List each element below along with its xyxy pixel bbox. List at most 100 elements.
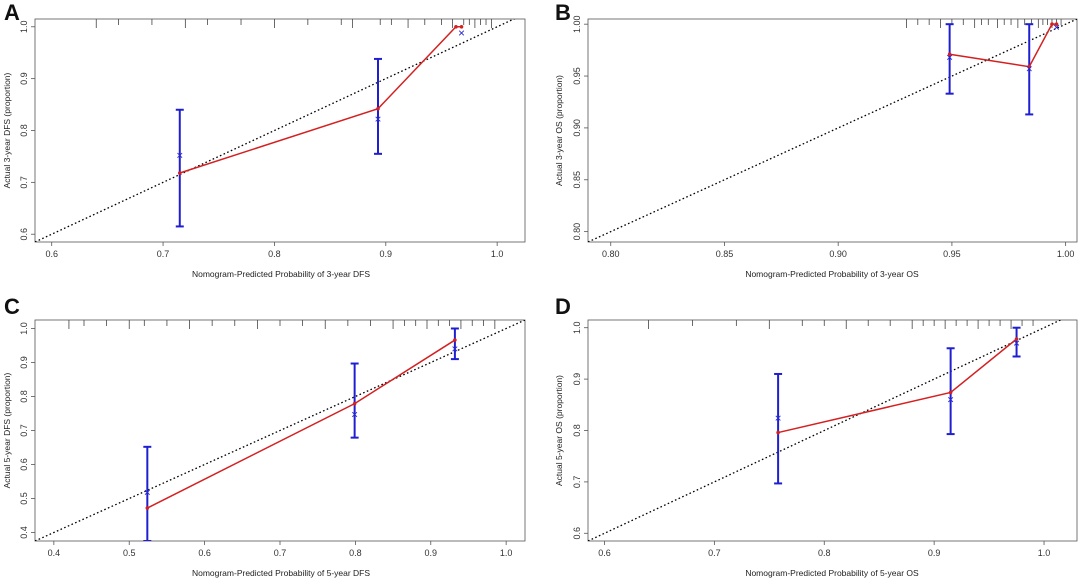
corrected-point — [375, 116, 381, 122]
x-tick-label: 0.6 — [198, 548, 211, 558]
y-tick-label: 0.85 — [572, 171, 582, 189]
corrected-point-stroke — [458, 30, 465, 36]
plot-area — [588, 19, 1077, 242]
apparent-point — [459, 24, 464, 29]
corrected-point-stroke — [452, 346, 458, 352]
x-tick-label: 0.90 — [829, 249, 847, 259]
y-tick-label: 0.9 — [572, 373, 582, 386]
x-tick-label: 0.8 — [349, 548, 362, 558]
calibration-plot-5yr-os: 0.6 0.7 0.8 0.9 1.0 0.6 0.7 0.8 0.9 1.0 Nomogram-P… — [554, 319, 1078, 578]
apparent-point — [1050, 22, 1054, 26]
y-tick-label: 1.0 — [19, 322, 29, 335]
corrected-point-stroke — [144, 489, 150, 495]
y-tick-label: 0.90 — [572, 119, 582, 137]
y-tick-label: 0.7 — [19, 176, 29, 189]
x-axis-label: Nomogram-Predicted Probability of 5-year… — [745, 568, 919, 578]
apparent-point — [947, 52, 952, 57]
apparent-point — [776, 430, 780, 435]
corrected-point-stroke — [1026, 66, 1032, 72]
x-tick-label: 0.9 — [928, 548, 941, 558]
x-axis-label: Nomogram-Predicted Probability of 3-year… — [192, 269, 370, 279]
y-axis-label: Actual 3-year DFS (proportion) — [2, 72, 12, 188]
corrected-point-stroke — [352, 411, 358, 418]
plot-area — [35, 320, 525, 541]
corrected-point — [352, 411, 358, 418]
corrected-point — [775, 415, 781, 421]
corrected-point — [177, 152, 183, 159]
x-tick-label: 0.7 — [157, 249, 170, 259]
y-tick-label: 0.4 — [19, 526, 29, 539]
apparent-calibration-line — [179, 26, 462, 174]
corrected-point — [458, 30, 465, 36]
y-tick-label: 0.80 — [572, 223, 582, 241]
corrected-point — [947, 54, 953, 60]
y-tick-label: 0.9 — [19, 356, 29, 369]
corrected-point-stroke — [177, 152, 183, 159]
corrected-point — [948, 397, 954, 403]
x-tick-label: 0.4 — [48, 548, 61, 558]
ideal-reference-line — [35, 320, 525, 541]
apparent-point — [453, 338, 457, 342]
corrected-point-stroke — [775, 415, 781, 421]
plot-frame — [587, 18, 1078, 243]
y-tick-label: 1.0 — [19, 21, 29, 34]
x-tick-label: 0.6 — [598, 548, 611, 558]
y-tick-label: 0.8 — [19, 390, 29, 403]
calibration-plot-3yr-os: 0.80 0.85 0.90 0.95 1.00 0.80 0.85 0.90 0.95 1.00… — [554, 15, 1078, 279]
plot-frame — [587, 319, 1078, 542]
x-tick-label: 0.8 — [268, 249, 281, 259]
y-tick-label: 0.6 — [19, 458, 29, 471]
panel-letter-c: C — [4, 294, 20, 319]
x-tick-label: 1.00 — [1057, 249, 1075, 259]
x-tick-label: 1.0 — [491, 249, 504, 259]
y-axis-label: Actual 5-year DFS (proportion) — [2, 372, 12, 488]
corrected-point — [1053, 24, 1060, 30]
ideal-reference-line — [588, 19, 1077, 242]
x-axis-label: Nomogram-Predicted Probability of 5-year… — [192, 568, 370, 578]
corrected-point-stroke — [1013, 340, 1020, 346]
apparent-calibration-line — [949, 23, 1057, 68]
corrected-point-stroke — [375, 116, 381, 122]
corrected-point-stroke — [948, 397, 954, 403]
calibration-plot-3yr-dfs: 0.6 0.7 0.8 0.9 1.0 0.6 0.7 0.8 0.9 1.0 Nomogram-P… — [2, 18, 526, 279]
apparent-point — [948, 390, 953, 395]
ideal-reference-line — [588, 320, 1063, 541]
x-tick-label: 0.85 — [716, 249, 734, 259]
x-tick-label: 0.8 — [818, 548, 831, 558]
apparent-point — [1054, 22, 1059, 26]
plot-frame — [34, 18, 526, 243]
corrected-point — [1026, 66, 1032, 72]
y-tick-label: 0.7 — [19, 424, 29, 437]
y-tick-label: 0.95 — [572, 67, 582, 85]
x-tick-label: 0.5 — [123, 548, 136, 558]
y-tick-label: 0.6 — [19, 228, 29, 241]
y-tick-label: 0.7 — [572, 476, 582, 489]
corrected-point-stroke — [1053, 24, 1060, 30]
panel-letter-b: B — [555, 0, 571, 25]
corrected-point — [452, 346, 458, 352]
panel-letter-a: A — [4, 0, 20, 25]
y-tick-label: 0.6 — [572, 527, 582, 540]
x-tick-label: 0.6 — [45, 249, 58, 259]
y-tick-label: 0.8 — [19, 124, 29, 137]
y-axis-label: Actual 5-year OS (proportion) — [554, 375, 564, 486]
calibration-plot-5yr-dfs: 0.4 0.5 0.6 0.7 0.8 0.9 1.0 0.4 0.5 0.6 0.7 0.8 0.9 1… — [2, 319, 526, 578]
plot-area — [588, 320, 1063, 541]
x-tick-label: 1.0 — [500, 548, 513, 558]
apparent-point — [454, 24, 458, 29]
apparent-point — [1014, 337, 1019, 341]
y-tick-label: 0.9 — [19, 72, 29, 85]
apparent-point — [145, 506, 150, 510]
y-tick-label: 1.00 — [572, 15, 582, 33]
x-tick-label: 0.95 — [943, 249, 961, 259]
corrected-point-stroke — [947, 54, 953, 60]
corrected-point — [1013, 340, 1020, 346]
apparent-point — [177, 171, 182, 175]
y-tick-label: 0.8 — [572, 424, 582, 437]
x-tick-label: 0.9 — [425, 548, 438, 558]
plot-area — [35, 19, 516, 242]
x-tick-label: 0.80 — [602, 249, 620, 259]
y-axis-label: Actual 3-year OS (proportion) — [554, 75, 564, 186]
apparent-calibration-line — [777, 338, 1018, 434]
